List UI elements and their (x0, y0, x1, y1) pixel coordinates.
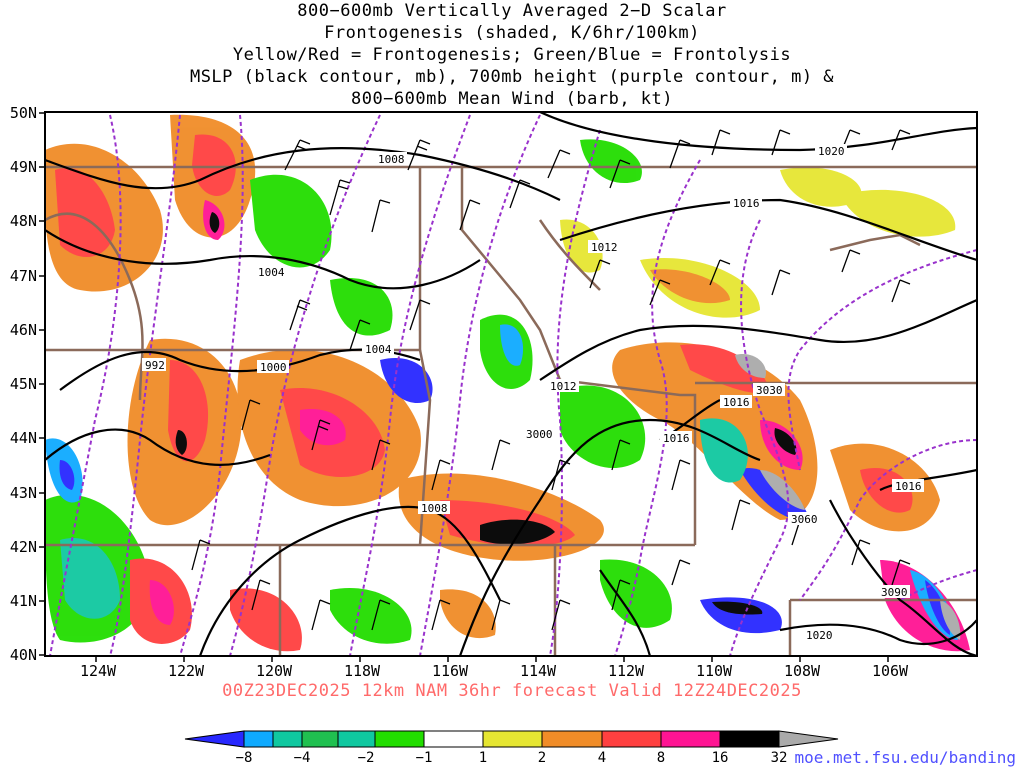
mslp-label: 992 (145, 359, 165, 372)
height-label: 3090 (881, 586, 908, 599)
mslp-label: 1020 (818, 145, 845, 158)
title-line-5: 800−600mb Mean Wind (barb, kt) (350, 89, 674, 109)
height-contours (49, 114, 977, 656)
colorbar-segment (601, 730, 662, 748)
lat-label: 40N (10, 646, 37, 664)
lat-label: 50N (10, 104, 37, 122)
height-label: 3030 (756, 384, 783, 397)
colorbar-segment (660, 730, 721, 748)
lat-labels: 50N 49N 48N 47N 46N 45N 44N 43N 42N 41N … (10, 104, 37, 664)
lon-label: 118W (344, 662, 381, 680)
lon-label: 122W (168, 662, 205, 680)
mslp-label: 1016 (733, 197, 760, 210)
lat-label: 48N (10, 212, 37, 230)
colorbar-segment (243, 730, 274, 748)
lat-label: 46N (10, 321, 37, 339)
colorbar-segment (778, 730, 839, 748)
lat-label: 44N (10, 429, 37, 447)
mslp-label: 1016 (895, 480, 922, 493)
colorbar-tick: −8 (236, 750, 253, 766)
colorbar-tick: 32 (771, 750, 788, 766)
mslp-label: 1016 (663, 432, 690, 445)
mslp-labels: 1008 1020 1016 1012 1004 992 1000 1004 1… (142, 144, 924, 642)
colorbar-tick: −2 (358, 750, 375, 766)
colorbar-segment (272, 730, 303, 748)
state-borders (45, 165, 977, 656)
colorbar-tick: 2 (538, 750, 546, 766)
lat-label: 43N (10, 484, 37, 502)
colorbar-segment (301, 730, 339, 748)
colorbar (184, 730, 839, 748)
mslp-label: 1004 (258, 266, 285, 279)
mslp-label: 1020 (806, 629, 833, 642)
title-line-3: Yellow/Red = Frontogenesis; Green/Blue =… (232, 45, 792, 65)
mslp-label: 1008 (378, 153, 405, 166)
colorbar-segment (374, 730, 425, 748)
colorbar-tick: −4 (294, 750, 311, 766)
colorbar-segment (719, 730, 780, 748)
wind-barbs (191, 129, 911, 631)
colorbar-segment (541, 730, 603, 748)
colorbar-segment (184, 730, 245, 748)
lat-label: 45N (10, 375, 37, 393)
title-line-4: MSLP (black contour, mb), 700mb height (… (189, 67, 835, 87)
lon-label: 116W (432, 662, 469, 680)
colorbar-tick: 4 (598, 750, 606, 766)
mslp-label: 1008 (421, 502, 448, 515)
mslp-label: 1000 (260, 361, 287, 374)
title-line-2: Frontogenesis (shaded, K/6hr/100km) (324, 23, 700, 43)
colorbar-tick: 16 (712, 750, 729, 766)
lon-label: 110W (696, 662, 733, 680)
lon-label: 108W (784, 662, 821, 680)
colorbar-segment (337, 730, 376, 748)
colorbar-segment (423, 730, 484, 748)
colorbar-tick: 1 (479, 750, 487, 766)
colorbar-segment (482, 730, 543, 748)
lon-labels: 124W 122W 120W 118W 116W 114W 112W 110W … (80, 662, 909, 680)
mslp-label: 1016 (723, 396, 750, 409)
lon-label: 120W (256, 662, 293, 680)
lon-label: 124W (80, 662, 117, 680)
shading-layer (45, 114, 970, 652)
mslp-label: 1012 (591, 241, 618, 254)
title-line-1: 800−600mb Vertically Averaged 2−D Scalar (297, 1, 727, 21)
height-label: 3000 (526, 428, 553, 441)
lon-label: 106W (872, 662, 909, 680)
height-label: 3060 (791, 513, 818, 526)
colorbar-ticks: −8 −4 −2 −1 1 2 4 8 16 32 (236, 750, 788, 766)
axis-ticks (39, 112, 889, 662)
height-labels: 3000 3030 3060 3090 (523, 383, 910, 599)
lat-label: 41N (10, 592, 37, 610)
colorbar-tick: 8 (657, 750, 665, 766)
title-block: 800−600mb Vertically Averaged 2−D Scalar… (0, 0, 1024, 110)
lon-label: 114W (520, 662, 557, 680)
colorbar-tick: −1 (416, 750, 433, 766)
map-content: 1008 1020 1016 1012 1004 992 1000 1004 1… (45, 112, 977, 656)
mslp-label: 1012 (550, 380, 577, 393)
lat-label: 42N (10, 538, 37, 556)
lon-label: 112W (608, 662, 645, 680)
mslp-label: 1004 (365, 343, 392, 356)
lat-label: 49N (10, 158, 37, 176)
valid-time-line: 00Z23DEC2025 12km NAM 36hr forecast Vali… (222, 681, 802, 701)
lat-label: 47N (10, 267, 37, 285)
credit-link[interactable]: moe.met.fsu.edu/banding (794, 748, 1016, 767)
